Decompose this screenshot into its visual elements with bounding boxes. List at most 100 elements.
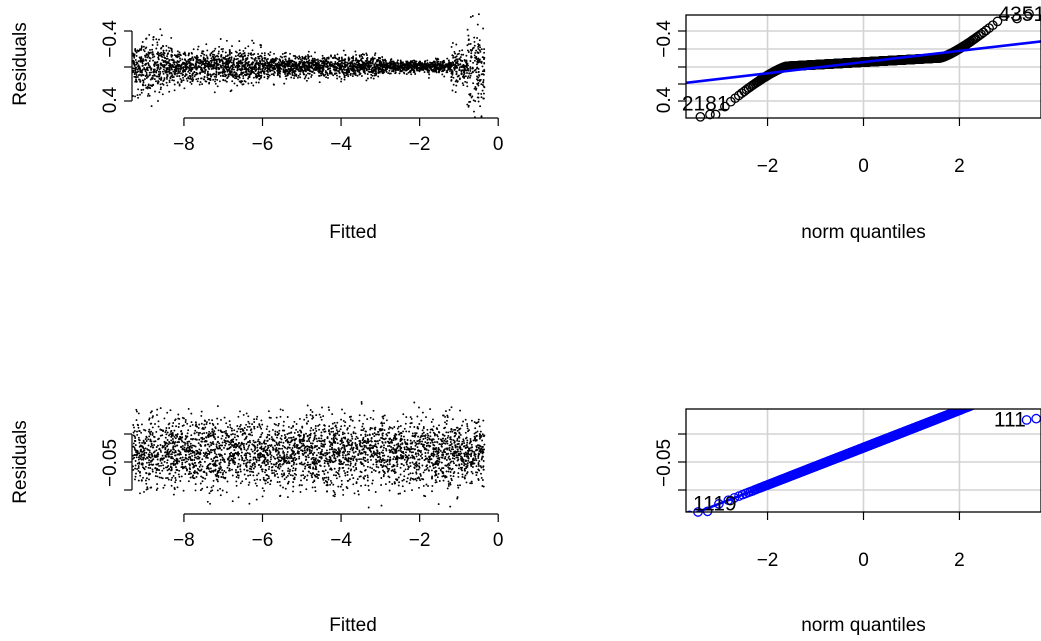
residual-point <box>173 54 176 57</box>
residual-point <box>175 68 178 71</box>
residual-point <box>182 76 185 79</box>
residual-point <box>242 49 245 52</box>
residual-point <box>469 66 472 69</box>
residual-point <box>465 63 468 66</box>
residual-point <box>468 93 471 96</box>
residual-point <box>182 71 185 73</box>
residual-point <box>142 45 145 48</box>
residual-point <box>395 67 398 70</box>
residual-point <box>391 60 394 63</box>
residual-point <box>363 69 366 72</box>
residual-point <box>292 70 294 73</box>
residual-point <box>158 54 161 57</box>
residual-point <box>456 80 459 83</box>
residual-point <box>389 58 392 61</box>
qq-points <box>710 15 1009 118</box>
residual-point <box>179 68 182 71</box>
residual-point <box>336 455 339 458</box>
residual-point <box>426 59 429 62</box>
residual-point <box>329 67 332 70</box>
residual-point <box>339 63 342 66</box>
residual-point <box>461 49 464 52</box>
residual-point <box>352 65 354 68</box>
residual-point <box>466 28 469 31</box>
residual-point <box>428 64 431 67</box>
residual-point <box>466 85 469 88</box>
residual-point <box>142 48 145 51</box>
residual-point <box>260 71 263 74</box>
residual-point <box>475 67 478 70</box>
residual-point <box>291 74 294 77</box>
residual-point <box>268 434 271 437</box>
residual-point <box>264 471 266 474</box>
residual-point <box>426 62 429 65</box>
x-tick-label: 2 <box>954 156 965 177</box>
residual-point <box>242 75 245 77</box>
residual-point <box>458 68 461 71</box>
residual-point <box>472 46 475 49</box>
residual-point <box>228 48 231 51</box>
residual-point <box>481 70 484 73</box>
residual-point <box>401 68 404 71</box>
residual-point <box>266 58 269 60</box>
residual-point <box>467 75 470 78</box>
residual-point <box>175 66 178 69</box>
residual-point <box>157 80 160 83</box>
residual-point <box>221 60 224 63</box>
residual-point <box>384 63 387 66</box>
residual-point <box>153 61 156 64</box>
residual-point <box>384 60 387 63</box>
residual-point <box>176 444 179 447</box>
residual-point <box>284 68 287 71</box>
residual-point <box>280 63 283 66</box>
residual-point <box>431 441 434 444</box>
residual-point <box>263 76 266 79</box>
residual-point <box>478 44 481 47</box>
residual-point <box>293 77 295 80</box>
residual-point <box>273 65 276 68</box>
residual-point <box>337 62 340 65</box>
residual-point <box>409 439 412 442</box>
residual-point <box>157 100 159 102</box>
residual-point <box>370 64 373 67</box>
residual-point <box>364 63 367 66</box>
residual-point <box>230 56 233 59</box>
residual-point <box>278 64 281 67</box>
residual-point <box>303 58 306 60</box>
residual-point <box>413 64 416 67</box>
residual-point <box>332 66 335 69</box>
residual-point <box>204 68 207 71</box>
residual-point <box>269 63 272 66</box>
residual-point <box>370 73 373 76</box>
residual-point <box>222 78 225 81</box>
residual-point <box>156 41 159 44</box>
residual-point <box>454 59 456 62</box>
residual-point <box>387 62 390 65</box>
residual-point <box>467 69 470 72</box>
residual-point <box>342 71 345 74</box>
residual-point <box>276 74 279 77</box>
residual-point <box>413 71 416 74</box>
residual-point <box>304 68 307 71</box>
residual-point <box>180 81 183 84</box>
residual-point <box>183 53 185 56</box>
residual-point <box>472 82 475 85</box>
residual-point <box>482 56 485 59</box>
residual-point <box>368 60 371 63</box>
residual-point <box>410 73 413 76</box>
residual-point <box>192 59 195 62</box>
residual-point <box>240 71 243 74</box>
residual-point <box>246 68 249 71</box>
residual-point <box>187 61 190 64</box>
residual-point <box>274 62 277 65</box>
residual-point <box>141 68 144 71</box>
residual-point <box>343 59 346 62</box>
residual-point <box>161 55 164 58</box>
residual-point <box>176 50 179 53</box>
residual-point <box>420 419 423 422</box>
residual-point <box>307 50 310 53</box>
residual-point <box>233 71 236 74</box>
residual-point <box>399 62 402 65</box>
residual-point <box>187 54 190 57</box>
residual-point <box>352 72 355 75</box>
